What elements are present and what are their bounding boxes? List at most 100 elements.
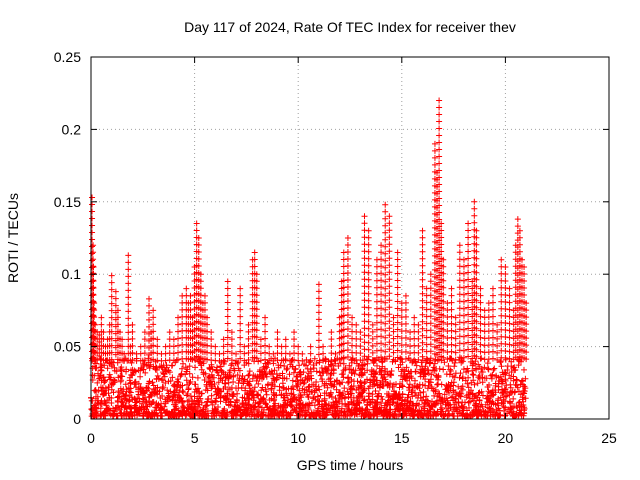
data-point bbox=[150, 349, 157, 356]
data-point bbox=[402, 313, 409, 320]
data-point bbox=[402, 292, 409, 299]
data-point bbox=[415, 335, 422, 342]
data-point bbox=[452, 356, 459, 363]
data-point bbox=[378, 256, 385, 263]
data-point bbox=[344, 333, 351, 339]
data-point bbox=[262, 314, 269, 321]
data-point bbox=[390, 314, 397, 321]
data-point bbox=[489, 341, 496, 348]
data-point bbox=[253, 306, 260, 313]
data-point bbox=[382, 292, 389, 299]
data-point bbox=[175, 349, 182, 356]
data-point bbox=[141, 329, 148, 336]
data-point bbox=[251, 263, 258, 270]
data-point bbox=[237, 334, 244, 341]
data-point bbox=[402, 320, 409, 327]
data-point bbox=[386, 241, 393, 248]
data-point bbox=[208, 329, 215, 336]
data-point bbox=[344, 284, 351, 290]
data-point bbox=[523, 335, 530, 342]
data-point bbox=[386, 213, 393, 220]
data-point bbox=[440, 340, 447, 347]
x-tick-label: 5 bbox=[191, 430, 199, 446]
data-point bbox=[253, 327, 260, 334]
data-point bbox=[506, 313, 513, 320]
data-point bbox=[150, 356, 157, 363]
data-point bbox=[521, 263, 528, 270]
data-point bbox=[386, 353, 393, 360]
data-point bbox=[494, 335, 501, 342]
data-point bbox=[175, 314, 182, 321]
data-point bbox=[471, 205, 478, 212]
data-point bbox=[419, 339, 426, 346]
data-point bbox=[516, 227, 523, 234]
data-point bbox=[415, 321, 422, 328]
data-point bbox=[402, 299, 409, 306]
data-point bbox=[506, 292, 513, 299]
x-tick-label: 10 bbox=[290, 430, 306, 446]
data-point bbox=[228, 357, 235, 364]
data-point bbox=[175, 328, 182, 335]
data-point bbox=[233, 350, 240, 357]
data-point bbox=[394, 333, 401, 340]
data-point bbox=[382, 250, 389, 257]
data-point bbox=[286, 350, 293, 357]
data-point bbox=[473, 290, 480, 297]
data-point bbox=[438, 220, 445, 227]
plot-frame bbox=[90, 56, 610, 420]
data-point bbox=[365, 353, 372, 360]
data-point bbox=[108, 314, 115, 321]
data-point bbox=[415, 356, 422, 363]
data-point bbox=[361, 220, 368, 227]
data-point bbox=[473, 283, 480, 290]
data-point bbox=[386, 311, 393, 318]
data-point bbox=[378, 319, 385, 326]
data-point bbox=[307, 350, 314, 357]
data-point bbox=[456, 242, 463, 249]
data-point bbox=[419, 276, 426, 283]
data-point bbox=[266, 343, 273, 350]
data-point bbox=[465, 283, 472, 290]
data-point bbox=[382, 243, 389, 250]
data-point bbox=[108, 293, 115, 300]
data-point bbox=[382, 313, 389, 320]
data-point bbox=[431, 161, 438, 168]
data-point bbox=[502, 312, 509, 319]
data-point bbox=[253, 313, 260, 320]
data-point bbox=[427, 285, 434, 292]
data-point bbox=[465, 304, 472, 311]
data-point bbox=[440, 333, 447, 340]
data-point bbox=[440, 256, 447, 263]
data-point bbox=[369, 328, 376, 335]
data-point bbox=[521, 277, 528, 284]
data-point bbox=[465, 346, 472, 353]
data-point bbox=[438, 241, 445, 248]
data-point bbox=[291, 329, 298, 336]
data-point bbox=[386, 234, 393, 241]
x-axis-label: GPS time / hours bbox=[297, 457, 404, 473]
data-point bbox=[382, 264, 389, 271]
data-point bbox=[448, 306, 455, 313]
data-point bbox=[411, 314, 418, 321]
data-point bbox=[436, 167, 443, 174]
data-point bbox=[125, 280, 132, 287]
data-point bbox=[108, 300, 115, 307]
data-point bbox=[460, 305, 467, 312]
data-point bbox=[440, 305, 447, 312]
data-point bbox=[390, 349, 397, 356]
data-point bbox=[382, 355, 389, 362]
data-point bbox=[471, 212, 478, 219]
data-point bbox=[91, 314, 98, 321]
x-tick-label: 0 bbox=[87, 430, 95, 446]
data-point bbox=[204, 321, 211, 328]
data-point bbox=[129, 349, 136, 356]
data-point bbox=[369, 349, 376, 356]
data-point bbox=[320, 357, 327, 364]
data-point bbox=[108, 286, 115, 293]
data-point bbox=[477, 327, 484, 334]
data-point bbox=[523, 342, 530, 349]
data-point bbox=[494, 356, 501, 363]
data-point bbox=[146, 295, 153, 302]
data-point bbox=[212, 343, 219, 350]
data-point bbox=[251, 249, 258, 256]
